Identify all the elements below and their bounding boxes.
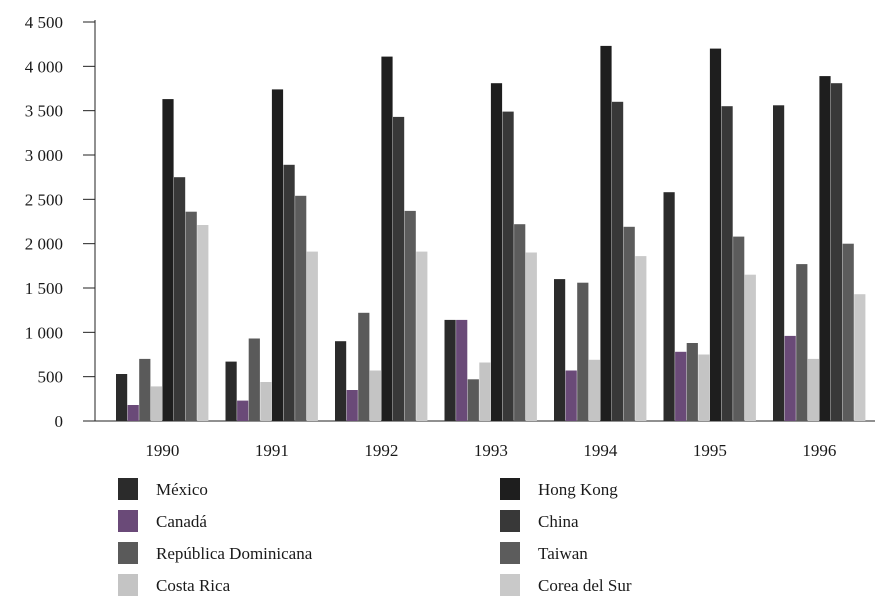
legend-swatch <box>500 574 520 596</box>
bar <box>796 264 808 421</box>
legend-label: México <box>156 480 208 499</box>
y-tick-label: 3 500 <box>25 102 63 121</box>
bar <box>612 101 624 422</box>
bars <box>116 45 866 422</box>
bar <box>698 354 710 421</box>
bar <box>335 341 347 421</box>
legend-label: China <box>538 512 579 531</box>
x-tick-label: 1995 <box>693 441 727 460</box>
y-tick-label: 4 500 <box>25 13 63 32</box>
bar <box>416 251 428 421</box>
bar <box>819 76 831 421</box>
legend-label: Canadá <box>156 512 207 531</box>
bar <box>842 243 854 421</box>
x-tick-label: 1993 <box>474 441 508 460</box>
bar <box>150 386 162 421</box>
bar <box>588 359 600 421</box>
x-tick-label: 1994 <box>583 441 618 460</box>
bar <box>577 282 589 421</box>
bar <box>283 164 295 422</box>
bar <box>744 274 756 421</box>
bar <box>139 358 151 421</box>
legend-swatch <box>118 574 138 596</box>
y-tick-label: 1 000 <box>25 323 63 342</box>
bar <box>174 177 186 421</box>
bar <box>600 45 612 422</box>
legend-swatch <box>118 478 138 500</box>
bar <box>686 343 698 421</box>
bar <box>831 83 843 421</box>
bar <box>185 211 197 421</box>
bar <box>807 358 819 421</box>
bar <box>248 338 260 421</box>
x-tick-label: 1996 <box>802 441 836 460</box>
bar <box>456 319 468 421</box>
x-tick-label: 1991 <box>255 441 289 460</box>
y-tick-label: 3 000 <box>25 146 63 165</box>
y-tick-label: 2 000 <box>25 235 63 254</box>
x-tick-labels: 1990 1991 1992 1993 1994 1995 1996 <box>145 441 836 460</box>
bar <box>444 319 456 421</box>
bar <box>525 252 537 421</box>
bar <box>306 251 318 421</box>
legend-swatch <box>500 542 520 564</box>
x-tick-label: 1990 <box>145 441 179 460</box>
bar <box>490 83 503 421</box>
bar <box>162 99 174 421</box>
bar <box>709 48 722 421</box>
bar <box>565 370 577 421</box>
bar <box>381 56 393 421</box>
bar <box>514 224 526 421</box>
bar <box>773 105 785 422</box>
bar <box>502 111 514 421</box>
y-tick-label: 0 <box>55 412 64 431</box>
bar <box>479 362 491 421</box>
bar <box>271 89 284 422</box>
y-tick-label: 4 000 <box>25 57 63 76</box>
legend-label: República Dominicana <box>156 544 313 563</box>
bar <box>784 335 796 421</box>
axes: 0 500 1 000 1 500 2 000 2 500 3 000 3 500 4 000 4… <box>25 13 875 431</box>
bar <box>404 210 416 421</box>
bar <box>358 312 370 421</box>
bar <box>721 106 733 421</box>
bar <box>260 382 272 421</box>
bar <box>635 256 647 421</box>
bar <box>197 225 209 421</box>
legend-swatch <box>118 542 138 564</box>
y-tick-label: 1 500 <box>25 279 63 298</box>
legend-swatch <box>118 510 138 532</box>
legend-label: Costa Rica <box>156 576 231 595</box>
legend-label: Hong Kong <box>538 480 618 499</box>
y-tick-label: 500 <box>38 368 64 387</box>
bar <box>127 405 139 421</box>
bar <box>733 236 745 421</box>
bar <box>854 294 866 421</box>
legend-label: Corea del Sur <box>538 576 632 595</box>
y-tick-label: 2 500 <box>25 190 63 209</box>
bar <box>116 374 128 421</box>
legend: México Canadá República Dominicana Costa Ri… <box>118 478 632 596</box>
bar <box>554 279 566 421</box>
bar <box>675 351 687 421</box>
bar <box>623 226 635 421</box>
bar <box>346 390 358 421</box>
bar <box>295 195 307 421</box>
bar <box>467 379 479 421</box>
bar <box>369 370 381 421</box>
legend-swatch <box>500 478 520 500</box>
bar <box>237 400 249 421</box>
bar <box>225 361 237 421</box>
legend-swatch <box>500 510 520 532</box>
bar <box>663 192 675 421</box>
x-tick-label: 1992 <box>364 441 398 460</box>
bar <box>393 116 405 422</box>
legend-label: Taiwan <box>538 544 588 563</box>
